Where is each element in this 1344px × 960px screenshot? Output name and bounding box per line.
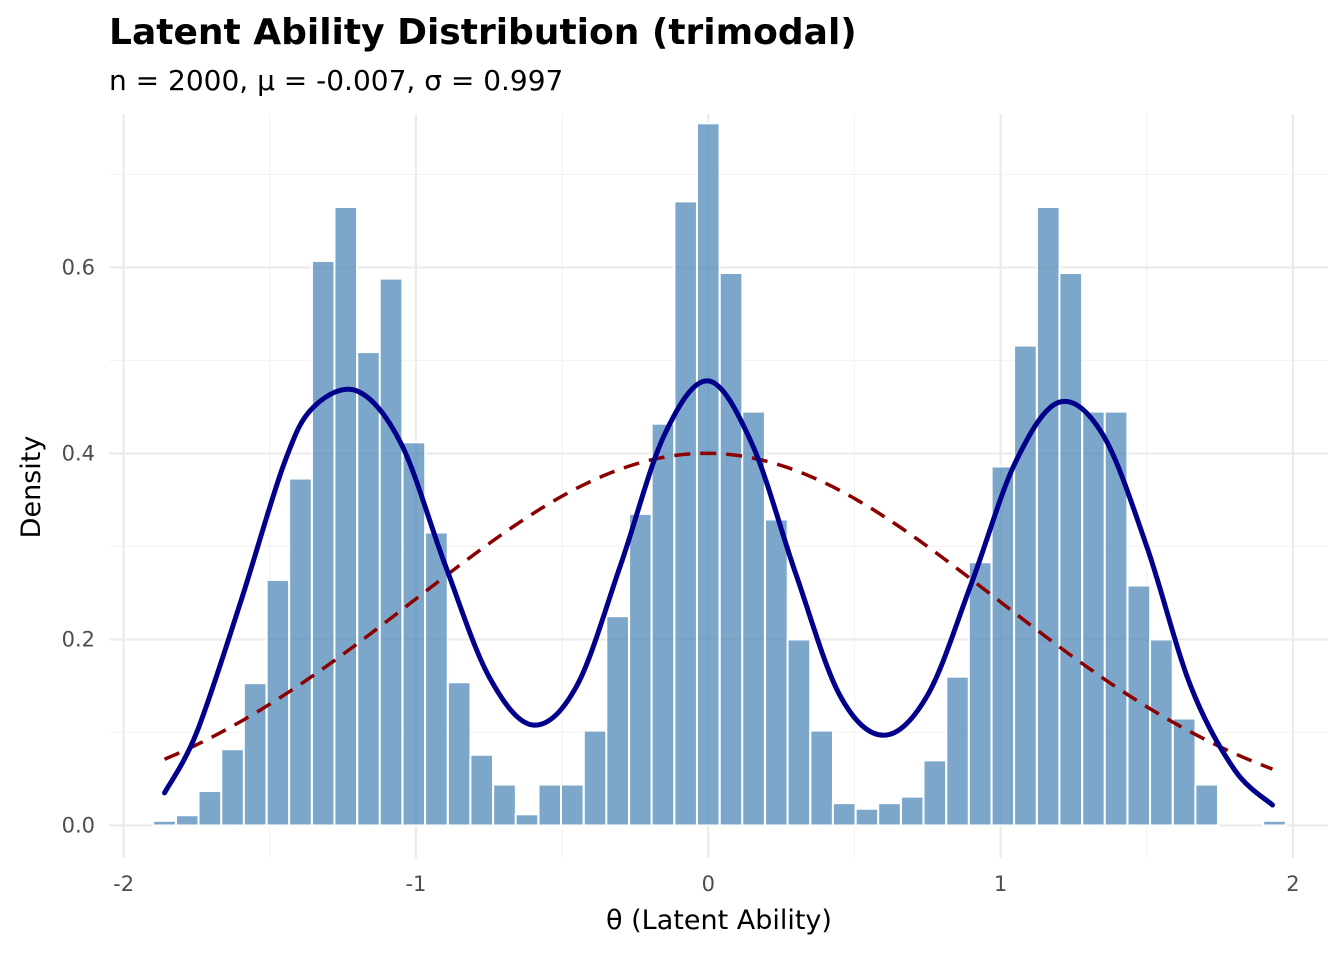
y-tick-label: 0.4 — [62, 441, 95, 465]
histogram-bar — [424, 531, 449, 827]
histogram-bar — [673, 200, 699, 827]
x-axis-label: θ (Latent Ability) — [606, 905, 832, 936]
histogram-bar — [628, 512, 653, 827]
y-tick-label: 0.0 — [62, 813, 95, 837]
histogram-bar — [220, 748, 245, 827]
histogram-bar — [582, 729, 608, 827]
x-axis-ticks: -2 -1 0 1 2 — [113, 872, 1299, 896]
histogram-bar — [854, 807, 880, 827]
histogram-bar — [922, 759, 948, 827]
histogram-bar — [333, 206, 359, 827]
x-tick-label: 2 — [1286, 872, 1299, 896]
histogram-bar — [695, 122, 721, 827]
chart-subtitle: n = 2000, μ = -0.007, σ = 0.997 — [109, 64, 563, 97]
normal-curve — [163, 451, 1274, 771]
histogram-bar — [378, 277, 404, 827]
histogram-bar — [288, 477, 313, 827]
histogram-bars — [152, 122, 1287, 827]
y-tick-label: 0.2 — [62, 627, 95, 651]
density-curve — [162, 378, 1275, 808]
histogram-bar — [967, 561, 993, 827]
x-tick-label: -1 — [405, 872, 426, 896]
histogram-bar — [310, 259, 336, 827]
histogram-bar — [446, 681, 472, 827]
histogram-bar — [945, 675, 970, 827]
x-tick-label: -2 — [113, 872, 134, 896]
histogram-bar — [356, 351, 381, 827]
histogram-bar — [786, 638, 812, 827]
histogram-bar — [152, 819, 177, 827]
histogram-bar — [1194, 783, 1220, 827]
histogram-bar — [197, 790, 223, 827]
y-axis-label: Density — [16, 436, 47, 539]
histogram-bar — [1081, 410, 1106, 827]
histogram-bar — [764, 518, 789, 827]
x-tick-label: 1 — [994, 872, 1007, 896]
histogram-bar — [492, 783, 517, 827]
histogram-bar — [718, 272, 744, 827]
histogram-bar — [537, 783, 563, 827]
histogram-bar — [514, 813, 540, 827]
histogram-bar — [1149, 638, 1174, 827]
histogram-bar — [1171, 717, 1197, 827]
histogram-bar — [242, 682, 268, 827]
histogram-bar — [1013, 344, 1038, 827]
histogram-bar — [877, 802, 902, 827]
histogram-bar — [560, 783, 585, 827]
histogram-bar — [1262, 819, 1287, 827]
histogram-bar — [469, 753, 495, 827]
histogram-bar — [605, 615, 630, 827]
y-axis-ticks: 0.0 0.2 0.4 0.6 — [62, 255, 95, 837]
histogram-bar — [809, 729, 835, 827]
y-tick-label: 0.6 — [62, 255, 95, 279]
histogram-bar — [1035, 206, 1061, 827]
histogram-bar — [899, 795, 925, 827]
chart-title: Latent Ability Distribution (trimodal) — [109, 12, 857, 53]
x-tick-label: 0 — [702, 872, 715, 896]
histogram-bar — [831, 802, 857, 827]
histogram-bar — [1103, 410, 1129, 827]
histogram-bar — [650, 422, 676, 827]
histogram-bar — [1058, 272, 1084, 827]
curves — [162, 378, 1275, 808]
histogram-bar — [175, 814, 200, 827]
